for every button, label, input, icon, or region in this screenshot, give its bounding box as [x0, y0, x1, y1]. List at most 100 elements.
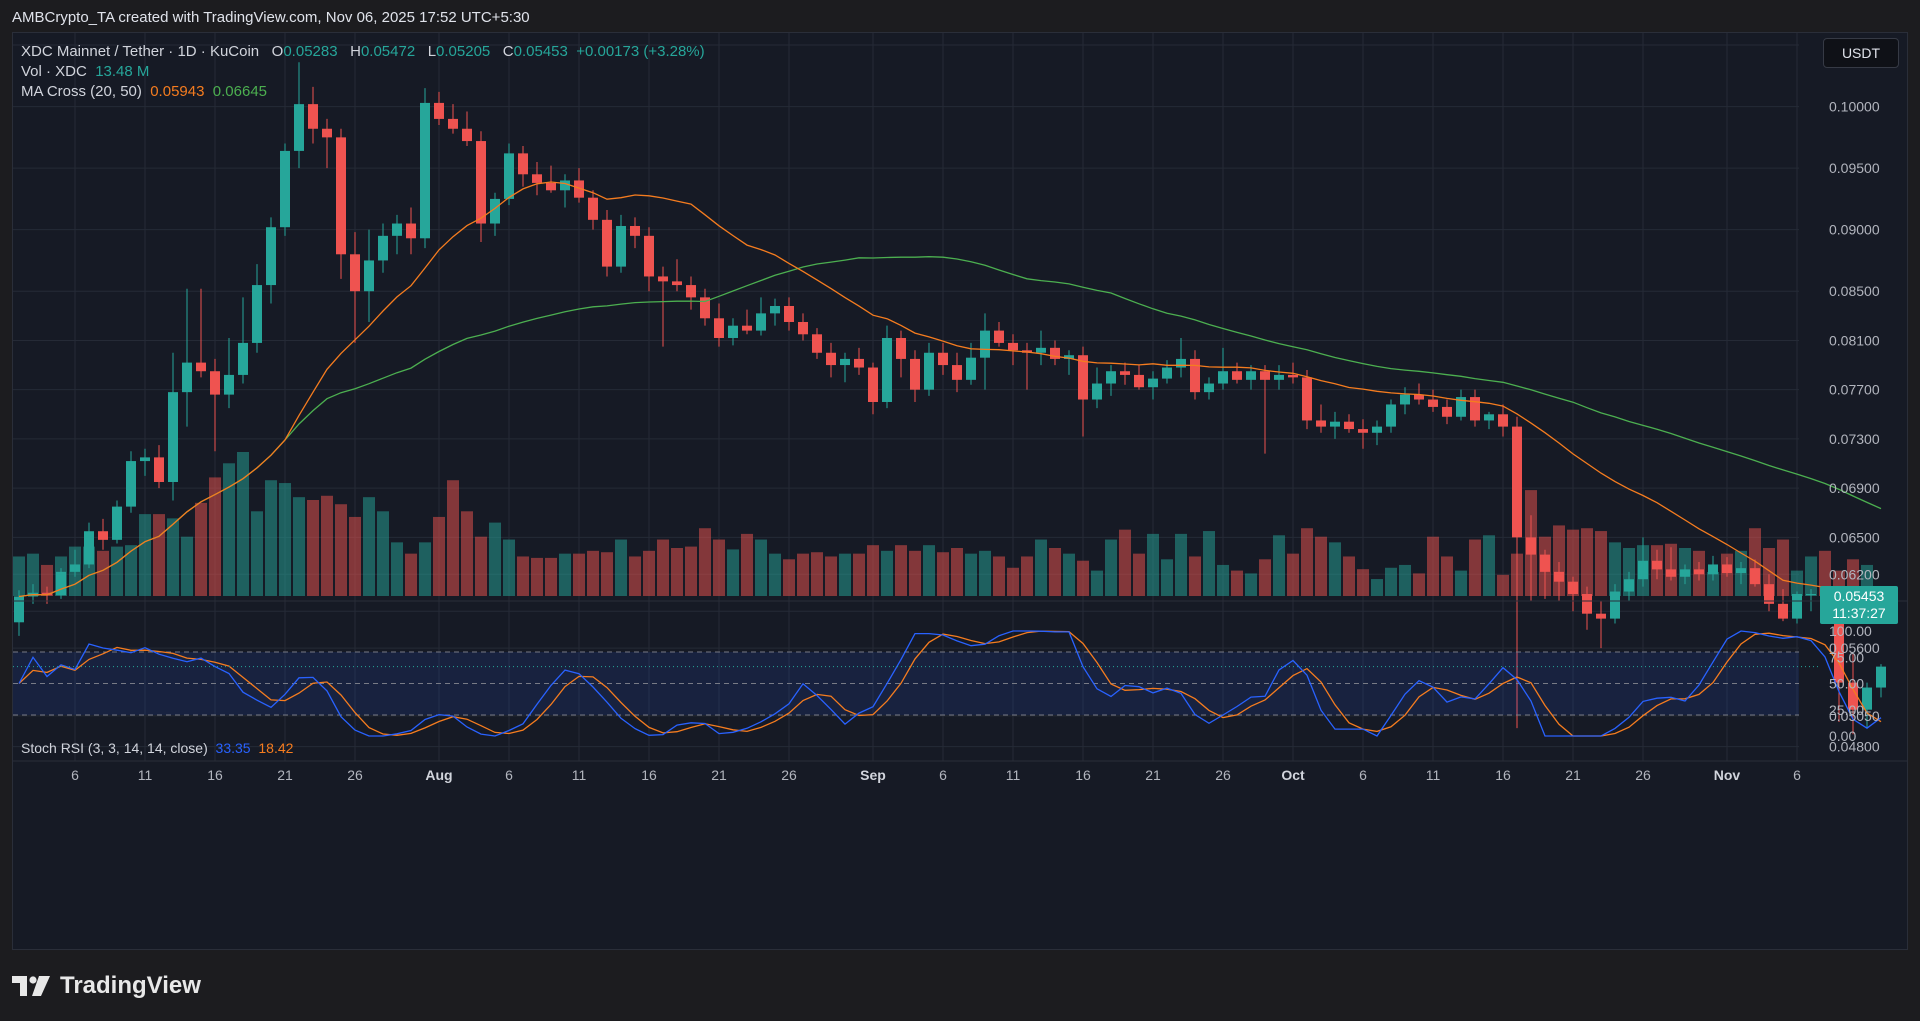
volume-bar: [1609, 542, 1621, 596]
candle-body: [1274, 374, 1284, 380]
volume-bar: [1413, 573, 1425, 596]
volume-bar: [685, 546, 697, 596]
candle: [882, 325, 892, 409]
candle: [1176, 337, 1186, 378]
volume-bar: [363, 497, 375, 596]
price-axis-label: 0.09500: [1829, 160, 1880, 176]
bar-countdown: 11:37:27: [1832, 605, 1886, 621]
ma50-value: 0.06645: [212, 83, 268, 100]
volume-bar: [1469, 539, 1481, 596]
candle-body: [644, 235, 654, 277]
candle-body: [476, 141, 486, 224]
candle: [896, 330, 906, 378]
volume-bar: [951, 548, 963, 596]
candle: [1736, 561, 1746, 585]
candle: [980, 313, 990, 390]
candle-body: [882, 337, 892, 402]
volume-bar: [1399, 564, 1411, 596]
candle-body: [1554, 571, 1564, 582]
close-value: 0.05453: [513, 43, 568, 60]
candle-body: [784, 305, 794, 322]
volume-bar: [447, 480, 459, 596]
candle: [84, 522, 94, 569]
candle-body: [364, 260, 374, 292]
tradingview-logo[interactable]: TradingView: [12, 972, 201, 1000]
legend-ma-row[interactable]: MA Cross (20, 50) 0.05943 0.06645: [21, 82, 705, 102]
last-price-tag: 0.05453 11:37:27: [1820, 586, 1898, 624]
candle: [1750, 559, 1760, 587]
candle-body: [252, 285, 262, 343]
candle-body: [70, 564, 80, 572]
volume-bar: [1567, 529, 1579, 596]
time-axis-label: Aug: [425, 767, 452, 783]
candle-body: [1666, 569, 1676, 577]
candle-body: [630, 225, 640, 236]
candle-body: [910, 358, 920, 390]
candle-body: [812, 334, 822, 353]
candle-body: [518, 153, 528, 175]
volume-bar: [97, 550, 109, 596]
symbol-label[interactable]: XDC Mainnet / Tether · 1D · KuCoin: [21, 43, 260, 60]
volume-bar: [13, 556, 25, 596]
candle: [1358, 419, 1368, 449]
candle-body: [728, 325, 738, 338]
volume-bar: [1063, 553, 1075, 596]
candle-body: [798, 321, 808, 335]
volume-bar: [223, 463, 235, 596]
volume-bar: [1175, 533, 1187, 596]
volume-bar: [475, 536, 487, 596]
candle-body: [1792, 593, 1802, 619]
candle-body: [756, 313, 766, 331]
candle-body: [1750, 568, 1760, 585]
candle-body: [1414, 394, 1424, 400]
volume-bar: [1329, 542, 1341, 596]
volume-bar: [1245, 573, 1257, 596]
candle-body: [196, 362, 206, 372]
candle: [1862, 682, 1872, 729]
candle-body: [1260, 371, 1270, 380]
currency-button[interactable]: USDT: [1823, 38, 1899, 68]
candle: [1596, 601, 1606, 649]
stoch-k-line: [18, 630, 1882, 737]
volume-bar: [811, 552, 823, 596]
candle: [1876, 664, 1886, 698]
candle-body: [322, 128, 332, 138]
volume-bar: [825, 556, 837, 596]
volume-bar: [251, 511, 263, 596]
volume-bar: [1287, 553, 1299, 596]
time-axis: 6 11 16 21 26 Aug 6 11 16 21 26 Sep 6 11 16 21 26 Oct 6 11 1…: [71, 767, 1801, 783]
legend-volume-row[interactable]: Vol · XDC 13.48 M: [21, 62, 705, 82]
chart-svg[interactable]: 0.105000.100000.095000.090000.085000.081…: [13, 33, 1907, 949]
volume-bar: [279, 483, 291, 596]
time-axis-label: 6: [505, 767, 513, 783]
candle-body: [168, 392, 178, 482]
stoch-axis-label: 25.00: [1829, 702, 1864, 718]
candle: [1190, 350, 1200, 400]
candle-body: [504, 153, 514, 199]
candle: [1050, 340, 1060, 366]
volume-bar: [433, 516, 445, 596]
candle: [56, 568, 66, 599]
volume-bar: [139, 514, 151, 596]
volume-bar: [1301, 528, 1313, 596]
candle-body: [1624, 579, 1634, 592]
stoch-rsi-legend[interactable]: Stoch RSI (3, 3, 14, 14, close) 33.35 18…: [21, 740, 293, 756]
candle-body: [462, 128, 472, 142]
candle: [1512, 416, 1522, 729]
volume-bar: [1231, 570, 1243, 596]
candle-body: [1764, 584, 1774, 604]
time-axis-label: 6: [1359, 767, 1367, 783]
chart-frame[interactable]: 0.105000.100000.095000.090000.085000.081…: [12, 32, 1908, 950]
volume-bar: [1595, 531, 1607, 596]
high-label: H: [350, 43, 361, 60]
candle: [196, 288, 206, 378]
candle: [448, 104, 458, 134]
volume-bar: [1371, 579, 1383, 596]
candle: [1064, 350, 1074, 375]
candle: [1386, 399, 1396, 433]
candle-body: [336, 137, 346, 255]
stoch-axis: 100.00 75.00 50.00 25.00 0.00: [1829, 623, 1872, 744]
candle-body: [182, 362, 192, 393]
candle: [1232, 362, 1242, 384]
chart-header: AMBCrypto_TA created with TradingView.co…: [12, 9, 530, 26]
